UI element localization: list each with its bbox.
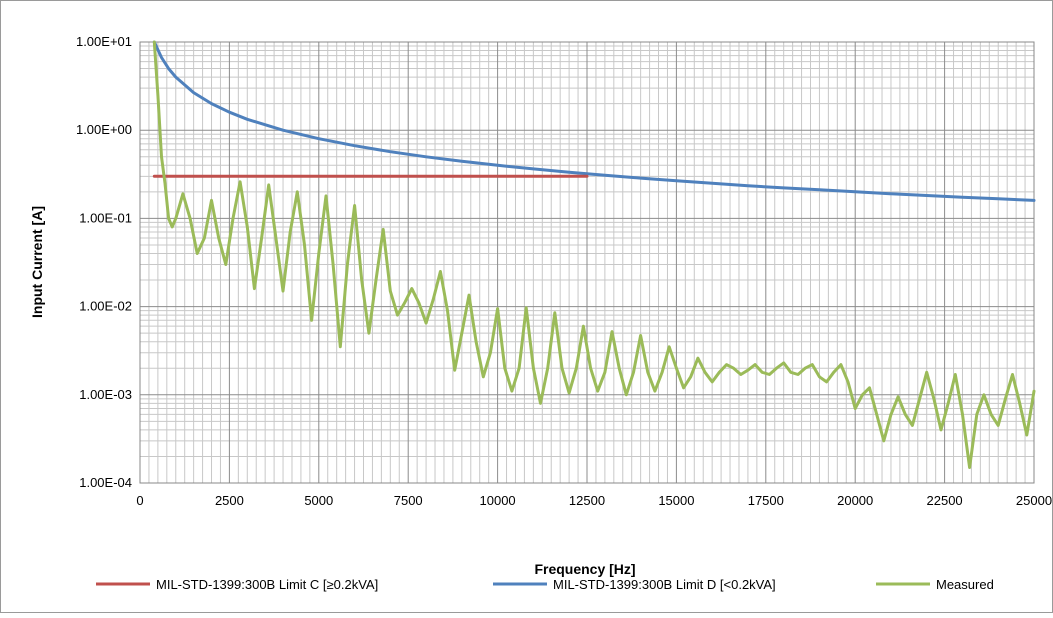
legend: MIL-STD-1399:300B Limit C [≥0.2kVA] MIL-S… xyxy=(96,577,994,592)
x-tick-label: 10000 xyxy=(480,493,516,508)
x-tick-label: 5000 xyxy=(304,493,333,508)
x-tick-label: 0 xyxy=(136,493,143,508)
legend-label: MIL-STD-1399:300B Limit D [<0.2kVA] xyxy=(553,577,776,592)
y-tick-label: 1.00E-02 xyxy=(79,299,132,314)
y-tick-label: 1.00E-03 xyxy=(79,387,132,402)
legend-item-limit-d: MIL-STD-1399:300B Limit D [<0.2kVA] xyxy=(493,577,776,592)
y-tick-label: 1.00E-01 xyxy=(79,210,132,225)
x-tick-label: 7500 xyxy=(394,493,423,508)
series-line-limit-d xyxy=(152,40,1036,202)
x-tick-label: 20000 xyxy=(837,493,873,508)
y-tick-label: 1.00E-04 xyxy=(79,475,132,490)
legend-item-limit-c: MIL-STD-1399:300B Limit C [≥0.2kVA] xyxy=(96,577,378,592)
x-tick-label: 12500 xyxy=(569,493,605,508)
x-tick-label: 15000 xyxy=(658,493,694,508)
y-axis-title: Input Current [A] xyxy=(29,206,45,318)
legend-label: MIL-STD-1399:300B Limit C [≥0.2kVA] xyxy=(156,577,378,592)
x-tick-labels: 0 2500 5000 7500 10000 12500 15000 17500 20000 22… xyxy=(136,493,1052,508)
x-tick-label: 2500 xyxy=(215,493,244,508)
legend-item-measured: Measured xyxy=(876,577,994,592)
legend-label: Measured xyxy=(936,577,994,592)
x-tick-label: 22500 xyxy=(927,493,963,508)
x-tick-label: 25000 xyxy=(1016,493,1052,508)
y-tick-labels: 1.00E-04 1.00E-03 1.00E-02 1.00E-01 1.00E+00… xyxy=(76,34,132,490)
x-tick-label: 17500 xyxy=(748,493,784,508)
plot-area-frame xyxy=(139,41,1035,484)
series-layer xyxy=(152,40,1036,469)
series-line-measured xyxy=(152,40,1036,469)
x-axis-title: Frequency [Hz] xyxy=(534,561,635,577)
y-tick-label: 1.00E+00 xyxy=(76,122,132,137)
y-tick-label: 1.00E+01 xyxy=(76,34,132,49)
